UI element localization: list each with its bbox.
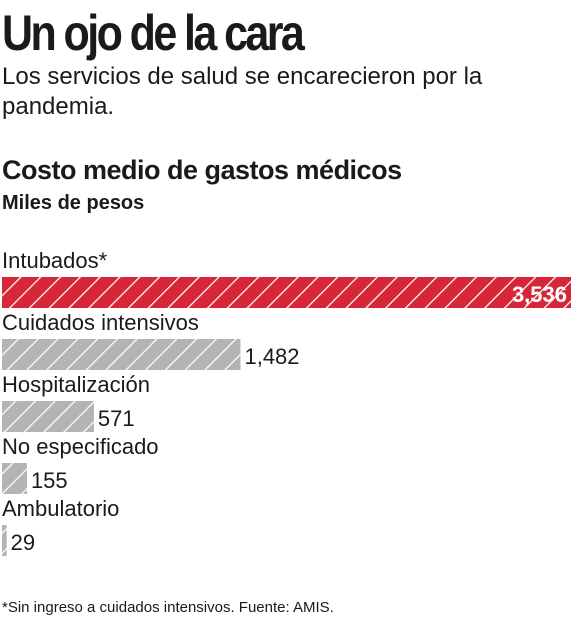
bar — [2, 339, 240, 370]
value-label: 1,482 — [244, 344, 299, 369]
category-label: No especificado — [2, 434, 159, 459]
bar — [2, 463, 27, 494]
value-label: 155 — [31, 468, 68, 493]
category-label: Ambulatorio — [2, 496, 119, 521]
category-label: Intubados* — [2, 248, 108, 273]
category-label: Hospitalización — [2, 372, 150, 397]
source-note: *Sin ingreso a cuidados intensivos. Fuen… — [2, 598, 334, 618]
category-label: Cuidados intensivos — [2, 310, 199, 335]
bar — [2, 525, 7, 556]
value-label: 3,536 — [512, 282, 567, 307]
bar — [2, 277, 571, 308]
value-label: 571 — [98, 406, 135, 431]
bar — [2, 401, 94, 432]
value-label: 29 — [11, 530, 35, 555]
bars-group: Intubados* 3,536 Cuidados intensivos 1,482 H… — [2, 248, 571, 556]
